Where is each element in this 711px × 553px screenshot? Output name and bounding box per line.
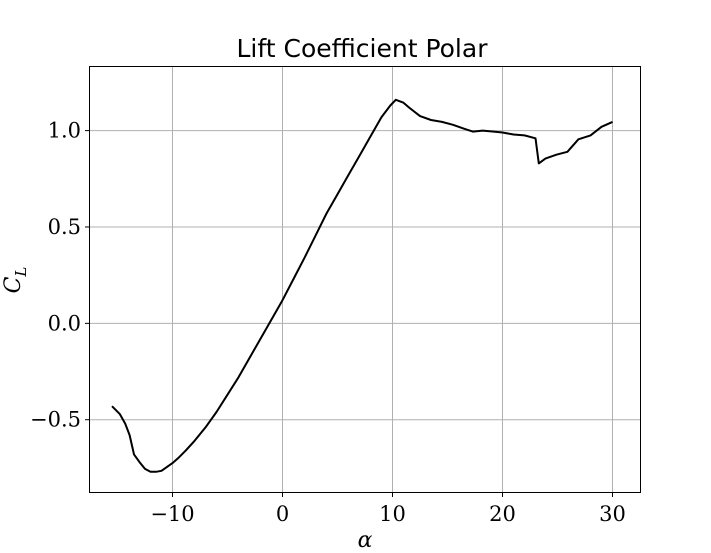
y-tick-label: 1.0	[48, 119, 81, 143]
y-axis-label: CL	[1, 267, 30, 294]
x-tick-label: 30	[599, 502, 626, 526]
plot-frame	[89, 66, 641, 493]
series-group	[111, 98, 613, 473]
x-tick-label: 10	[379, 502, 406, 526]
y-axis-label-main: C	[1, 276, 26, 293]
y-tick-label: 0.5	[48, 215, 81, 239]
y-axis-label-group: CL	[1, 267, 30, 294]
grid	[90, 67, 640, 492]
chart-title: Lift Coefficient Polar	[237, 34, 489, 63]
x-tick-label: 0	[276, 502, 289, 526]
series-line-cl	[111, 98, 613, 473]
x-axis-label: α	[358, 528, 373, 553]
y-tick-label: −0.5	[30, 408, 81, 432]
y-axis-label-subscript: L	[12, 267, 30, 278]
ticks: −10 0 10 20 30 −0.5 0.0 0.5 1.0	[30, 119, 626, 526]
y-tick-label: 0.0	[48, 311, 81, 335]
x-tick-label: −10	[150, 502, 194, 526]
x-tick-label: 20	[489, 502, 516, 526]
